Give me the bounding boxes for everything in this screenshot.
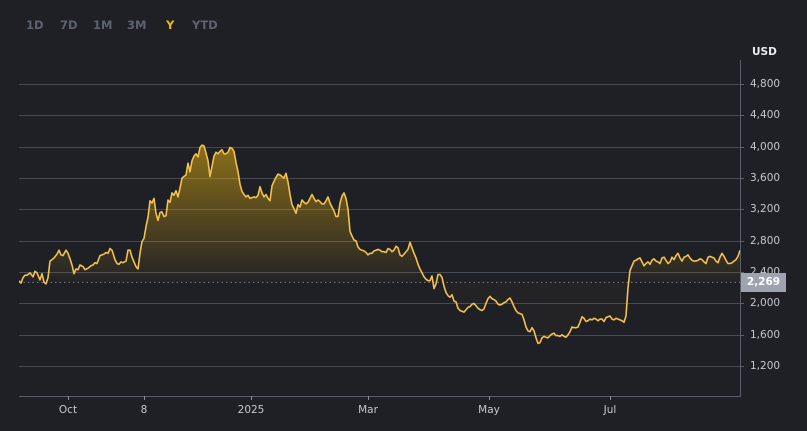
range-tab-1d[interactable]: 1D bbox=[26, 18, 44, 32]
y-tick-label: 4,800 bbox=[750, 78, 781, 90]
x-tick-label: Jul bbox=[603, 404, 617, 416]
gridlines bbox=[19, 84, 744, 367]
price-area-fill bbox=[19, 145, 740, 344]
x-tick-label: Mar bbox=[358, 404, 378, 416]
x-axis-ticks bbox=[68, 396, 611, 400]
x-tick-label: 2025 bbox=[237, 404, 265, 416]
y-tick-label: 1,600 bbox=[750, 328, 781, 341]
x-tick-label: Oct bbox=[58, 404, 78, 416]
price-line bbox=[19, 144, 741, 345]
y-tick-label: 2,800 bbox=[750, 234, 781, 247]
y-tick-label: 2,000 bbox=[750, 297, 781, 310]
x-tick-label: 8 bbox=[140, 404, 148, 416]
y-tick-label: 4,400 bbox=[750, 109, 781, 122]
currency-label: USD bbox=[752, 46, 777, 58]
y-tick-label: 3,200 bbox=[750, 203, 781, 216]
range-tab-ytd[interactable]: YTD bbox=[192, 18, 218, 32]
y-tick-label: 4,000 bbox=[750, 140, 781, 153]
current-price-tag: 2,269 bbox=[741, 273, 786, 292]
range-tab-3m[interactable]: 3M bbox=[127, 18, 147, 32]
x-tick-label: May bbox=[478, 404, 500, 416]
range-tab-y[interactable]: Y bbox=[166, 18, 175, 32]
range-tab-7d[interactable]: 7D bbox=[60, 18, 78, 32]
range-tab-1m[interactable]: 1M bbox=[93, 18, 113, 32]
y-tick-label: 1,200 bbox=[750, 360, 781, 373]
y-tick-label: 3,600 bbox=[750, 172, 781, 185]
